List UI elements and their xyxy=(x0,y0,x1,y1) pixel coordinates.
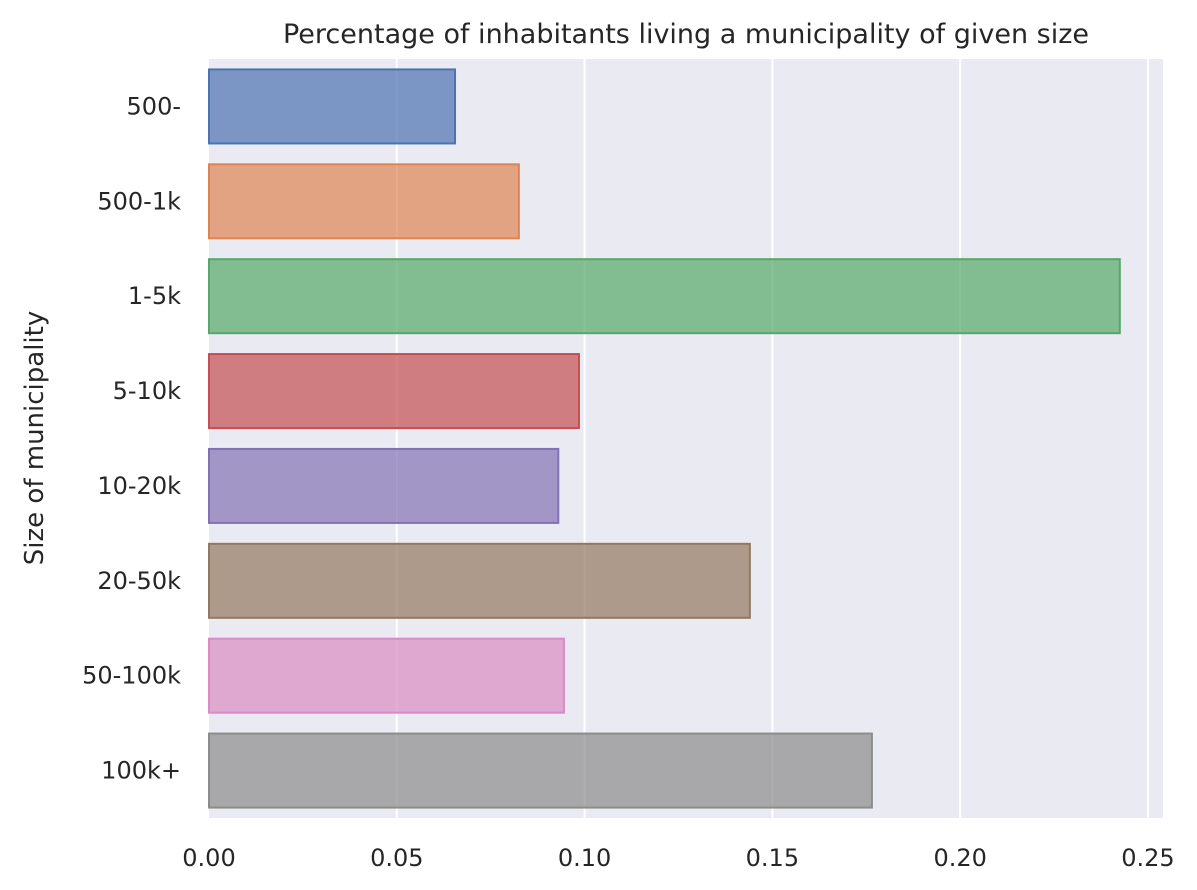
x-tick-label: 0.15 xyxy=(746,844,799,872)
x-tick-label: 0.00 xyxy=(182,844,235,872)
y-tick-label: 10-20k xyxy=(97,472,181,500)
y-tick-label: 50-100k xyxy=(82,662,181,690)
bar-10-20k xyxy=(208,447,560,524)
chart-title: Percentage of inhabitants living a munic… xyxy=(283,19,1089,50)
bars xyxy=(208,68,1121,809)
bar-500- xyxy=(208,68,457,145)
x-tick-label: 0.25 xyxy=(1121,844,1174,872)
x-tick-label: 0.05 xyxy=(370,844,423,872)
y-tick-labels: 500- 500-1k 1-5k 5-10k 10-20k 20-50k 50-100k 10… xyxy=(82,92,181,784)
x-tick-labels: 0.00 0.05 0.10 0.15 0.20 0.25 xyxy=(182,844,1174,872)
bar-500-1k xyxy=(208,163,520,240)
bar-20-50k xyxy=(208,542,751,619)
bar-1-5k xyxy=(208,258,1121,335)
y-axis-label: Size of municipality xyxy=(20,311,50,565)
y-tick-label: 500-1k xyxy=(97,187,181,215)
y-tick-label: 500- xyxy=(127,92,181,120)
y-tick-label: 1-5k xyxy=(128,282,181,310)
y-tick-label: 20-50k xyxy=(97,567,181,595)
x-tick-label: 0.10 xyxy=(558,844,611,872)
y-tick-label: 100k+ xyxy=(101,757,181,785)
bar-50-100k xyxy=(208,637,565,714)
y-tick-label: 5-10k xyxy=(113,377,181,405)
x-tick-label: 0.20 xyxy=(933,844,986,872)
bar-100k+ xyxy=(208,732,873,809)
bar-5-10k xyxy=(208,353,580,430)
